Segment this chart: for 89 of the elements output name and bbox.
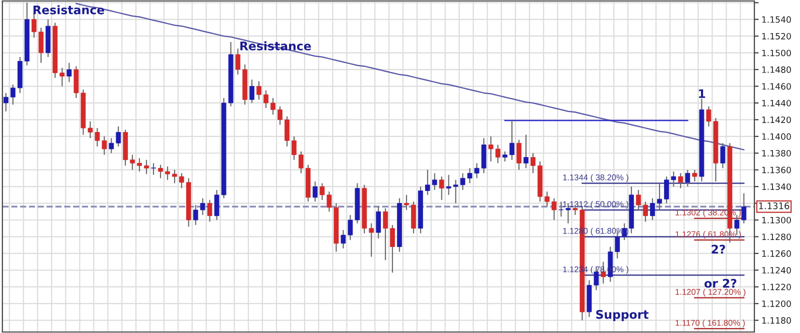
series-label: 1.1207 ( 127.20% ) [676, 288, 746, 296]
annotation: Support [596, 310, 648, 322]
candlestick [298, 150, 304, 174]
candlestick [235, 48, 240, 76]
y-tick-label: 1.1180 [762, 317, 791, 324]
candlestick [488, 136, 494, 162]
annotation: 1 [698, 89, 706, 98]
candlestick [66, 62, 72, 83]
candlestick [108, 138, 114, 154]
candlestick [158, 164, 163, 179]
y-tick-label: 1.1480 [762, 66, 791, 73]
candlestick [671, 170, 676, 188]
candlestick [376, 206, 381, 239]
candlestick [207, 199, 212, 222]
candlestick [270, 97, 276, 116]
candlestick [558, 201, 564, 218]
candlestick [165, 166, 170, 180]
candlestick [720, 142, 726, 169]
y-tick-label: 1.1360 [762, 166, 791, 174]
y-tick-label: 1.1280 [762, 234, 791, 240]
candlestick [116, 126, 121, 147]
y-tick-label: 1.1500 [762, 50, 791, 56]
candlestick [678, 172, 684, 189]
candlestick [411, 201, 416, 234]
y-tick-label: 1.1240 [762, 267, 791, 274]
candlestick [263, 90, 268, 109]
candlestick [636, 189, 641, 211]
candlestick [650, 198, 655, 221]
y-tick-label: 1.1400 [762, 133, 791, 140]
series-label: 1.1170 ( 161.80% ) [676, 320, 745, 328]
candlestick [544, 191, 550, 208]
candlestick [292, 136, 297, 160]
candlestick [60, 67, 65, 87]
y-tick-label: 1.1540 [762, 16, 791, 23]
candlestick [256, 80, 262, 100]
candlestick [312, 180, 318, 202]
candlestick [643, 201, 648, 222]
y-tick-label: 1.1220 [762, 284, 791, 290]
candlestick [38, 27, 44, 64]
candlestick [552, 198, 557, 221]
candlestick [249, 79, 254, 104]
candlestick [320, 182, 325, 200]
y-tick-label: 1.1200 [762, 300, 791, 307]
candlestick [516, 139, 522, 170]
y-tick-label: 1.1520 [762, 32, 791, 40]
candlestick [10, 84, 16, 106]
candlestick [495, 144, 500, 164]
candlestick [193, 204, 198, 226]
series-label: 1.1344 ( 38.20% ) [563, 174, 628, 182]
y-tick-label: 1.1440 [762, 100, 791, 106]
candlestick [179, 172, 184, 189]
candlestick [530, 152, 536, 174]
candlestick [200, 198, 206, 216]
series-label: 1.1312 ( 50.00% ) [563, 200, 628, 209]
candlestick [136, 158, 142, 172]
annotation: 2? [712, 244, 726, 254]
annotation: Resistance [34, 5, 104, 14]
y-tick-label: 1.1460 [762, 83, 791, 90]
candlestick [439, 176, 444, 200]
candlestick [685, 169, 690, 188]
annotation: or 2? [704, 278, 736, 288]
candlestick [425, 169, 430, 196]
candlestick [664, 176, 670, 204]
y-tick-label: 1.1340 [762, 183, 791, 190]
candlestick [278, 106, 282, 126]
candlestick [368, 222, 374, 258]
candlestick [741, 192, 746, 224]
candlestick [144, 159, 149, 175]
candlestick [382, 208, 388, 261]
candlestick [734, 214, 740, 236]
candlestick [404, 194, 409, 211]
candlestick [151, 162, 156, 176]
y-tick-label: 1.1260 [762, 250, 791, 257]
candlestick [284, 116, 290, 147]
candlestick [509, 120, 514, 160]
candlestick [524, 134, 528, 169]
y-tick-label: 1.1380 [762, 150, 791, 157]
candlestick [390, 224, 395, 274]
candlestick [3, 92, 8, 112]
candlestick [657, 182, 662, 211]
candlestick [432, 172, 438, 190]
candlestick [622, 222, 627, 241]
y-tick-label: 1.1420 [762, 116, 791, 124]
candlestick [130, 154, 135, 170]
y-tick-label: 1.1300 [762, 216, 791, 224]
candlestick [692, 169, 698, 182]
candlestick [502, 150, 508, 162]
candlestick [172, 169, 178, 184]
ref-line-label: 1.1316 [759, 202, 790, 210]
